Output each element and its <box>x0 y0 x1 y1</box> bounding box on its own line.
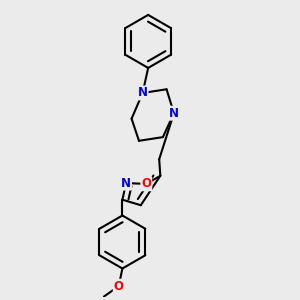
Text: N: N <box>169 107 179 120</box>
Text: O: O <box>114 280 124 293</box>
Text: O: O <box>141 177 151 190</box>
Text: N: N <box>138 86 148 100</box>
Text: N: N <box>121 177 131 190</box>
